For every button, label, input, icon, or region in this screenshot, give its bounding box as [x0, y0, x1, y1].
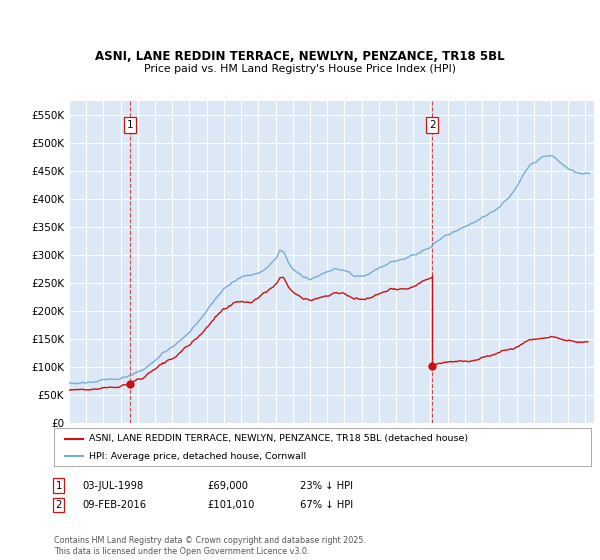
Text: Contains HM Land Registry data © Crown copyright and database right 2025.
This d: Contains HM Land Registry data © Crown c…	[54, 536, 366, 556]
Text: ASNI, LANE REDDIN TERRACE, NEWLYN, PENZANCE, TR18 5BL: ASNI, LANE REDDIN TERRACE, NEWLYN, PENZA…	[95, 50, 505, 63]
Text: ASNI, LANE REDDIN TERRACE, NEWLYN, PENZANCE, TR18 5BL (detached house): ASNI, LANE REDDIN TERRACE, NEWLYN, PENZA…	[89, 434, 468, 443]
Text: 2: 2	[429, 120, 436, 130]
Text: Price paid vs. HM Land Registry's House Price Index (HPI): Price paid vs. HM Land Registry's House …	[144, 64, 456, 74]
Text: 67% ↓ HPI: 67% ↓ HPI	[300, 500, 353, 510]
Text: £101,010: £101,010	[207, 500, 254, 510]
Text: 09-FEB-2016: 09-FEB-2016	[83, 500, 147, 510]
Text: 1: 1	[127, 120, 133, 130]
Text: 23% ↓ HPI: 23% ↓ HPI	[300, 480, 353, 491]
Text: £69,000: £69,000	[207, 480, 248, 491]
Text: 1: 1	[56, 480, 62, 491]
Text: HPI: Average price, detached house, Cornwall: HPI: Average price, detached house, Corn…	[89, 451, 306, 460]
Text: 2: 2	[56, 500, 62, 510]
Text: 03-JUL-1998: 03-JUL-1998	[83, 480, 144, 491]
